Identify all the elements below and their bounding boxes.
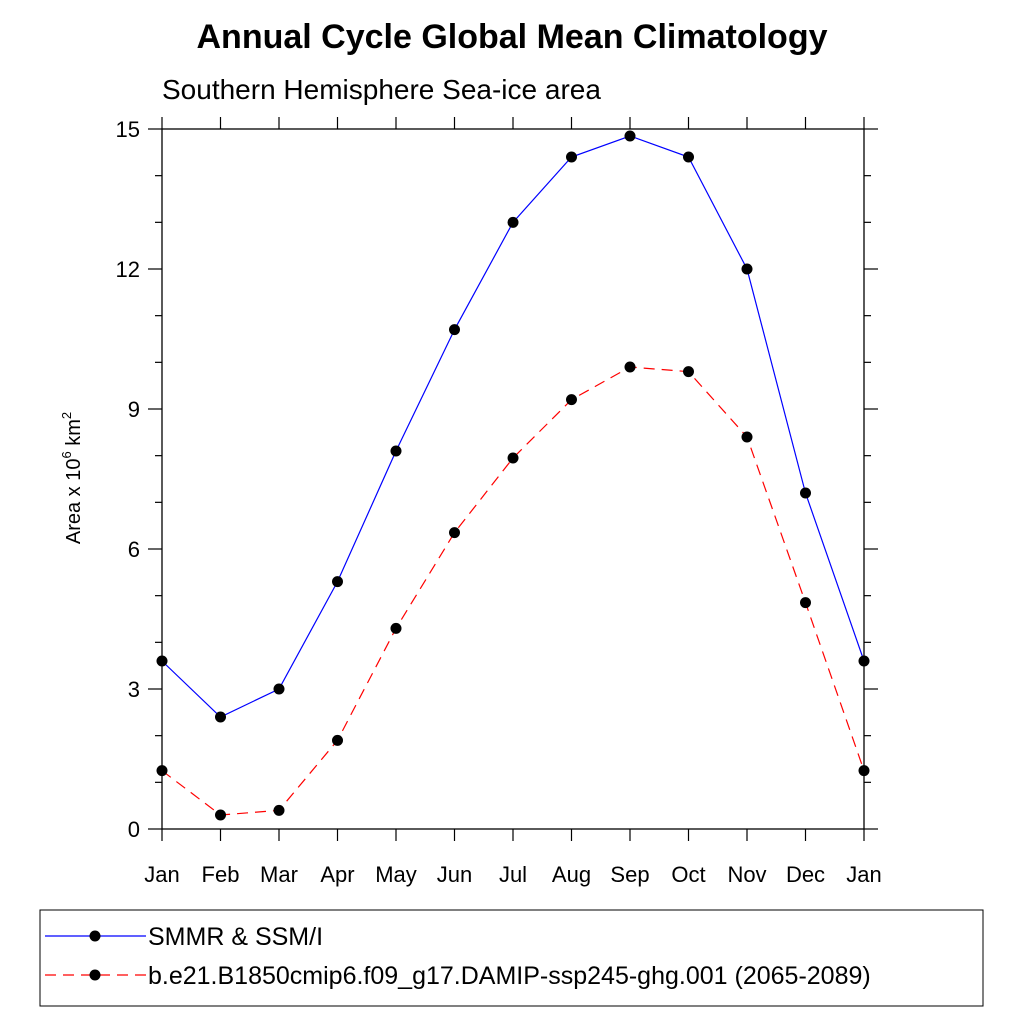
data-point: [507, 452, 519, 464]
data-point: [858, 655, 870, 667]
data-point: [741, 263, 753, 275]
chart-title: Annual Cycle Global Mean Climatology: [197, 18, 828, 56]
data-point: [683, 366, 694, 378]
legend-marker: [89, 930, 101, 942]
x-tick-label: Jun: [437, 862, 472, 887]
data-point: [156, 765, 168, 777]
x-tick-label: Oct: [671, 862, 705, 887]
legend-box: [39, 909, 984, 1007]
legend-label: SMMR & SSM/I: [148, 923, 323, 951]
axis-ticks: Jan Feb Mar Apr May Jun Jul Aug Sep Oct Nov Dec Jan0…: [116, 117, 882, 887]
y-tick-label: 15: [116, 117, 140, 142]
data-point: [215, 809, 226, 821]
x-tick-label: Feb: [202, 862, 240, 887]
data-point: [800, 487, 811, 499]
legend-label: b.e21.B1850cmip6.f09_g17.DAMIP-ssp245-gh…: [148, 962, 871, 990]
x-tick-label: Nov: [727, 862, 766, 887]
y-axis-label-base: Area x 10: [63, 459, 85, 545]
data-point: [215, 711, 226, 723]
x-tick-label: Apr: [320, 862, 354, 887]
y-tick-label: 12: [116, 257, 140, 282]
y-axis-label: Area x 106 km2: [59, 412, 85, 544]
legend-marker: [89, 969, 101, 981]
x-tick-label: May: [375, 862, 417, 887]
y-axis-label-exp2: 2: [59, 412, 74, 419]
data-point: [390, 445, 402, 457]
data-point: [449, 527, 460, 539]
data-point: [800, 597, 811, 609]
x-tick-label: Jan: [144, 862, 179, 887]
x-tick-label: Sep: [610, 862, 649, 887]
series-layer: [156, 130, 870, 821]
series-2: [156, 361, 870, 821]
y-tick-label: 6: [128, 537, 140, 562]
y-axis-label-exp1: 6: [59, 451, 74, 458]
legend: SMMR & SSM/I b.e21.B1850cmip6.f09_g17.DAM…: [45, 923, 871, 990]
data-point: [566, 151, 577, 163]
data-point: [156, 655, 168, 667]
svg-text:Area x 106 km2: Area x 106 km2: [59, 412, 85, 544]
data-point: [449, 324, 460, 336]
data-point: [624, 361, 636, 373]
x-tick-label: Jan: [846, 862, 881, 887]
x-tick-label: Dec: [786, 862, 825, 887]
data-point: [507, 216, 519, 228]
data-point: [566, 394, 577, 406]
data-point: [624, 130, 636, 142]
x-tick-label: Aug: [552, 862, 591, 887]
y-tick-label: 3: [128, 677, 140, 702]
y-tick-label: 9: [128, 397, 140, 422]
data-point: [683, 151, 694, 163]
data-point: [273, 683, 285, 695]
data-point: [332, 734, 343, 746]
y-axis-label-mid: km: [63, 419, 85, 451]
x-tick-label: Mar: [260, 862, 298, 887]
series-1: [156, 130, 870, 723]
data-point: [741, 431, 753, 443]
x-tick-label: Jul: [499, 862, 527, 887]
data-point: [390, 622, 402, 634]
data-point: [858, 765, 870, 777]
data-point: [332, 576, 343, 588]
chart-subtitle: Southern Hemisphere Sea-ice area: [162, 74, 601, 105]
y-tick-label: 0: [128, 817, 140, 842]
data-point: [273, 804, 285, 816]
series-line: [161, 366, 865, 816]
plot-frame: [161, 128, 865, 830]
